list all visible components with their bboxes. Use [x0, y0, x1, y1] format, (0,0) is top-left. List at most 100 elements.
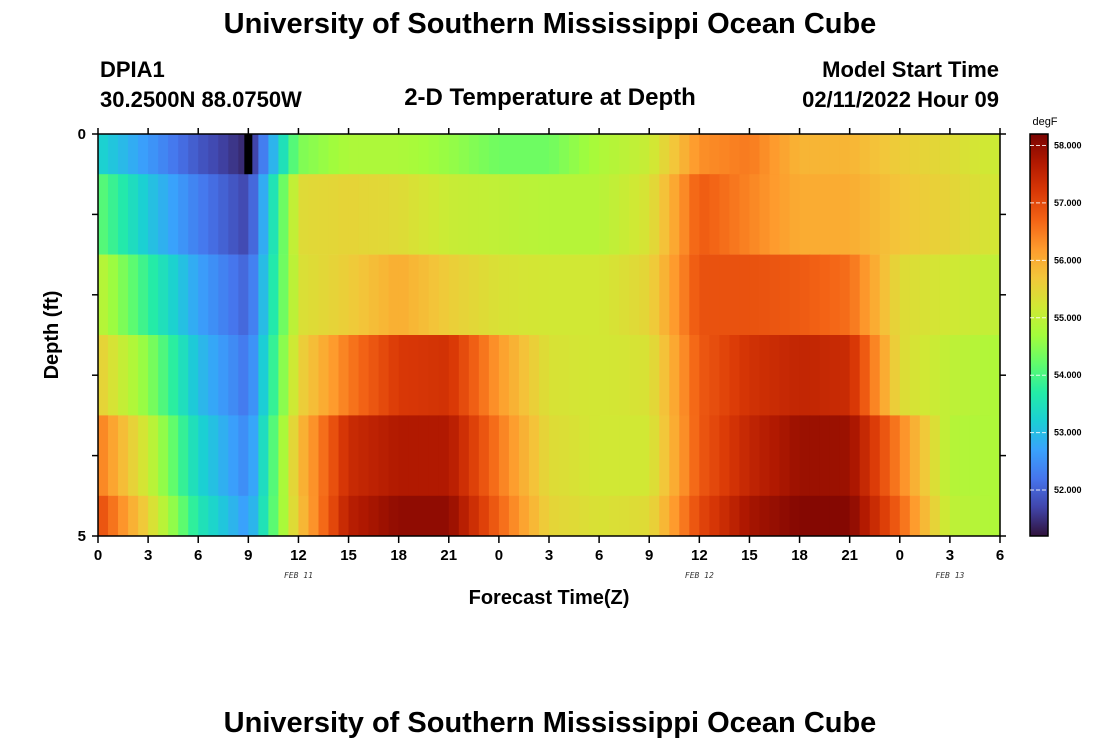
heatmap-cell — [879, 415, 891, 497]
heatmap-cell — [378, 174, 390, 255]
heatmap-cell — [518, 495, 530, 537]
heatmap-cell — [448, 495, 460, 537]
heatmap-cell — [799, 254, 811, 336]
colorbar-tick-label: 56.000 — [1054, 255, 1082, 265]
colorbar: degF 52.000 53.000 54.000 55.000 56.000 57.00… — [1029, 116, 1082, 537]
heatmap-cell — [318, 335, 330, 416]
heatmap-cell — [188, 254, 199, 336]
heatmap-cell — [268, 415, 279, 497]
heatmap-cell — [709, 134, 720, 175]
heatmap-cell — [348, 415, 360, 497]
heatmap-cell — [689, 174, 700, 255]
heatmap-cell — [158, 254, 169, 336]
heatmap-cell — [348, 254, 360, 336]
heatmap-cell — [939, 415, 951, 497]
heatmap-cell — [679, 134, 690, 175]
heatmap-cell — [729, 415, 741, 497]
heatmap-cell — [138, 134, 149, 175]
heatmap-cell — [589, 134, 600, 175]
heatmap-cell — [478, 335, 490, 416]
x-tick-label: 18 — [390, 547, 407, 564]
heatmap-cell — [138, 415, 149, 497]
heatmap-cell — [629, 415, 640, 497]
heatmap-cell — [368, 174, 380, 255]
heatmap-cell — [959, 335, 971, 416]
heatmap-cell — [218, 415, 229, 497]
heatmap-cell — [498, 495, 510, 537]
heatmap-cell — [649, 134, 660, 175]
heatmap-cell — [759, 495, 771, 537]
heatmap-cell — [198, 254, 209, 336]
heatmap-cell — [989, 495, 1001, 537]
heatmap-cell — [799, 134, 811, 175]
heatmap-cell — [508, 174, 520, 255]
x-tick-label: 15 — [741, 547, 758, 564]
heatmap-cell — [458, 254, 470, 336]
heatmap-cell — [579, 254, 590, 336]
heatmap-cell — [398, 254, 410, 336]
heatmap-cell — [538, 495, 550, 537]
heatmap-cell — [438, 174, 450, 255]
heatmap-cell — [468, 254, 480, 336]
heatmap-cell — [619, 415, 630, 497]
heatmap-cell — [719, 174, 730, 255]
heatmap-cell — [378, 335, 390, 416]
heatmap-cell — [168, 415, 179, 497]
heatmap-cell — [418, 495, 430, 537]
heatmap-cell — [729, 134, 741, 175]
heatmap-cell — [488, 254, 500, 336]
colorbar-tick-label: 54.000 — [1054, 370, 1082, 380]
station-coordinates: 30.2500N 88.0750W — [100, 87, 302, 112]
heatmap-cell — [308, 174, 320, 255]
x-tick-label: 0 — [495, 547, 503, 564]
heatmap-cell — [609, 134, 620, 175]
heatmap-cell — [248, 335, 259, 416]
heatmap-cell — [108, 495, 119, 537]
heatmap-cell — [559, 254, 570, 336]
heatmap-cell — [308, 335, 320, 416]
heatmap-cell — [238, 174, 249, 255]
x-tick-label: 0 — [896, 547, 904, 564]
heatmap-cell — [258, 254, 269, 336]
heatmap-cell — [228, 495, 239, 537]
heatmap-cell — [518, 415, 530, 497]
heatmap-cell — [498, 134, 510, 175]
heatmap-cell — [659, 495, 670, 537]
heatmap-cell — [538, 134, 550, 175]
heatmap-cell — [268, 174, 279, 255]
footer-title: University of Southern Mississippi Ocean… — [223, 707, 877, 739]
heatmap-cell — [759, 134, 771, 175]
heatmap-cell — [619, 174, 630, 255]
heatmap-cell — [979, 134, 991, 175]
heatmap-cell — [689, 415, 700, 497]
heatmap-cell — [829, 174, 841, 255]
heatmap-cell — [228, 335, 239, 416]
heatmap-cell — [679, 415, 690, 497]
heatmap-cell — [639, 254, 650, 336]
heatmap-cell — [178, 495, 189, 537]
heatmap-cell — [559, 174, 570, 255]
heatmap-cell — [909, 415, 921, 497]
heatmap-cell — [779, 415, 791, 497]
heatmap-cell — [168, 254, 179, 336]
heatmap-cell — [639, 415, 650, 497]
heatmap-cell — [338, 254, 350, 336]
heatmap-cell — [528, 254, 540, 336]
date-label: FEB 11 — [284, 571, 313, 580]
heatmap-cell — [118, 254, 129, 336]
x-tick-label: 3 — [545, 547, 553, 564]
heatmap-cell — [699, 495, 710, 537]
heatmap-cell — [448, 134, 460, 175]
heatmap-cell — [498, 415, 510, 497]
heatmap-cell — [919, 415, 931, 497]
heatmap-cell — [368, 335, 380, 416]
heatmap-cell — [679, 254, 690, 336]
heatmap-cell — [969, 495, 981, 537]
heatmap-cell — [879, 134, 891, 175]
y-tick-label: 5 — [78, 528, 86, 545]
heatmap-cell — [869, 134, 881, 175]
heatmap-cell — [368, 134, 380, 175]
heatmap-cell — [538, 415, 550, 497]
heatmap-cell — [528, 495, 540, 537]
heatmap-cell — [939, 134, 951, 175]
